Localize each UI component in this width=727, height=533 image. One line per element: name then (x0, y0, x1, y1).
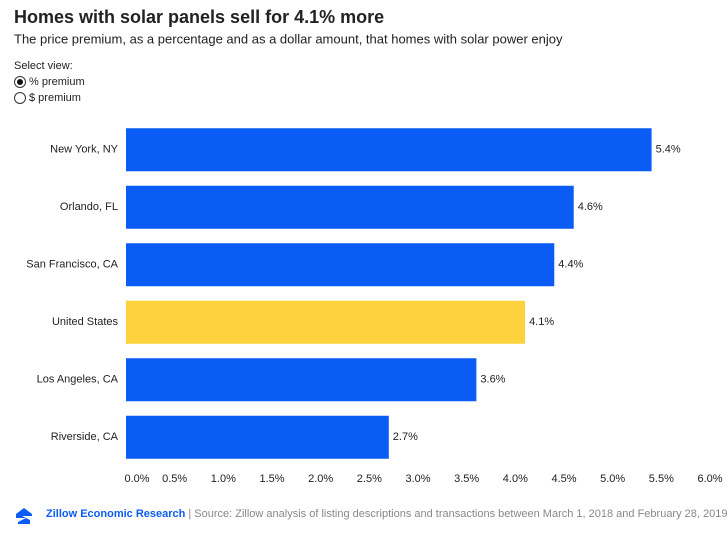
y-tick-label: New York, NY (50, 144, 119, 156)
x-tick-label: 1.0% (211, 473, 236, 485)
bar (126, 243, 555, 287)
radio-button[interactable] (14, 92, 26, 104)
logo (16, 508, 32, 524)
value-label: 4.4% (558, 259, 583, 271)
x-tick-label: 3.0% (405, 473, 430, 485)
source-note: | Source: Zillow analysis of listing des… (188, 508, 727, 520)
x-tick-label: 0.5% (162, 473, 187, 485)
x-tick-label: 5.0% (600, 473, 625, 485)
bar (126, 415, 389, 459)
y-tick-label: Riverside, CA (51, 431, 119, 443)
x-tick-label: 2.0% (308, 473, 333, 485)
radio-label[interactable]: $ premium (29, 92, 81, 104)
x-tick-label: 3.5% (454, 473, 479, 485)
radio-label[interactable]: % premium (29, 76, 85, 88)
value-label: 3.6% (480, 374, 505, 386)
bar (126, 300, 526, 344)
value-label: 5.4% (656, 144, 681, 156)
x-tick-label: 6.0% (697, 473, 722, 485)
x-tick-label: 0.0% (124, 473, 149, 485)
x-tick-label: 5.5% (649, 473, 674, 485)
source-org: Zillow Economic Research (46, 508, 186, 520)
control-label: Select view: (14, 60, 73, 72)
x-tick-label: 4.0% (503, 473, 528, 485)
chart-subtitle: The price premium, as a percentage and a… (14, 31, 563, 46)
y-tick-label: United States (52, 316, 119, 328)
y-tick-label: Los Angeles, CA (37, 374, 119, 386)
value-label: 2.7% (393, 431, 418, 443)
y-tick-label: San Francisco, CA (26, 259, 118, 271)
radio-dot[interactable] (17, 79, 23, 85)
bar (126, 358, 477, 402)
value-label: 4.1% (529, 316, 554, 328)
value-label: 4.6% (578, 201, 603, 213)
y-tick-label: Orlando, FL (60, 201, 118, 213)
x-tick-label: 1.5% (259, 473, 284, 485)
x-tick-label: 2.5% (357, 473, 382, 485)
bar (126, 185, 574, 229)
x-tick-label: 4.5% (551, 473, 576, 485)
chart-title: Homes with solar panels sell for 4.1% mo… (14, 7, 384, 27)
bar (126, 128, 652, 172)
